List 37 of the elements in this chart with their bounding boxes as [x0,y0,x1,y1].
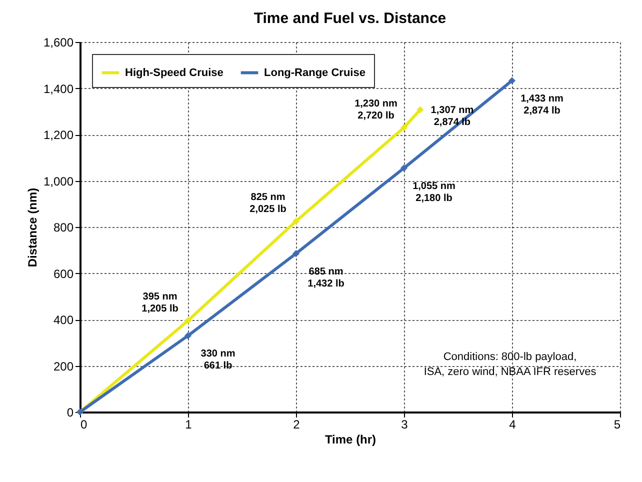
annotation: 1,307 nm 2,874 lb [430,104,474,128]
annotation: 330 nm 661 lb [200,348,236,372]
annotation: 395 nm 1,205 lb [142,292,178,315]
y-tick-label: 1,600 [43,36,74,50]
x-tick-label: 0 [80,418,88,432]
point [184,332,192,340]
x-tick-label: 3 [401,418,408,432]
point [400,124,408,132]
annotation: 1,230 nm 2,720 lb [354,98,398,122]
point [292,250,300,258]
y-tick-label: 1,000 [43,174,74,188]
annotation: 1,055 nm 2,180 lb [412,181,456,204]
point [184,317,192,324]
y-tick-label: 400 [53,313,74,327]
annotation: 825 nm 2,025 lb [250,192,286,216]
annotation: 1,433 nm 2,874 lb [520,94,564,117]
point [508,77,516,84]
y-tick-label: 800 [53,220,74,234]
point [416,106,424,114]
point [400,164,408,172]
chart-title: Time and Fuel vs. Distance [254,10,446,27]
legend-label: Long-Range Cruise [264,66,366,79]
annotation: 685 nm 1,432 lb [308,266,344,290]
y-tick-label: 200 [53,359,74,374]
y-axis-title: Distance (nm) [25,188,40,268]
y-tick-label: 600 [53,266,74,281]
x-axis-title: Time (hr) [324,432,376,446]
legend-label: High-Speed Cruise [125,66,224,79]
y-tick-label: 1,200 [43,128,74,142]
x-tick-label: 5 [614,418,621,432]
annotation: Conditions: 800-lb payload, ISA, zero wind, NBAA IFR reserves [424,351,597,378]
point [292,218,300,225]
y-tick-label: 1,400 [43,82,74,96]
x-tick-label: 1 [185,418,192,432]
x-tick-label: 2 [293,418,300,432]
x-tick-label: 4 [509,418,516,432]
y-tick-label: 0 [66,406,74,420]
